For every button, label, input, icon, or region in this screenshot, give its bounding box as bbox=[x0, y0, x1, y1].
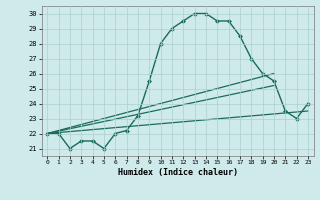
X-axis label: Humidex (Indice chaleur): Humidex (Indice chaleur) bbox=[118, 168, 237, 177]
